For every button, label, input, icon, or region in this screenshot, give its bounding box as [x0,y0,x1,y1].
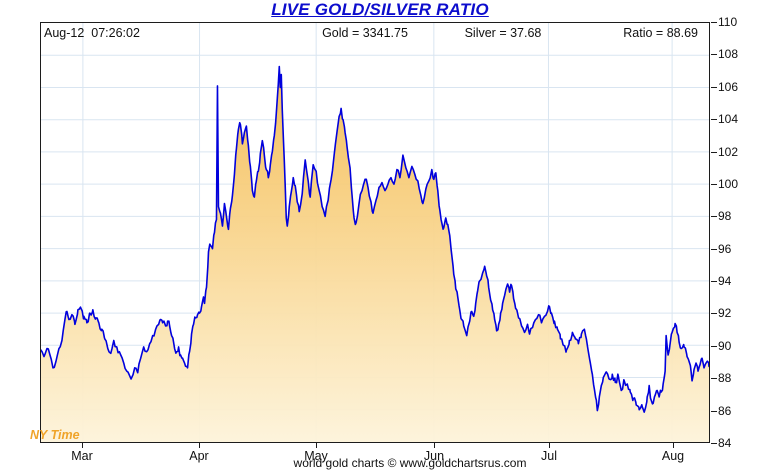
y-axis-tick [711,184,717,185]
x-axis-tick [316,443,317,448]
x-axis-tick [82,443,83,448]
y-axis-tick-label: 102 [718,145,739,159]
plot-area [40,22,710,443]
page-title: LIVE GOLD/SILVER RATIO [271,0,489,19]
y-axis-tick [711,378,717,379]
ratio-line-chart [41,23,709,442]
y-axis-tick [711,443,717,444]
x-axis-tick-label: Jun [423,449,445,463]
y-axis-tick-label: 94 [718,274,732,288]
y-axis-tick-label: 104 [718,112,739,126]
ny-time-watermark: NY Time [30,428,80,442]
y-axis-tick-label: 100 [718,177,739,191]
ratio-quote-label: Ratio = 88.69 [623,26,698,40]
y-axis-tick-label: 106 [718,80,739,94]
timestamp-label: Aug-12 07:26:02 [44,26,140,40]
y-axis-tick [711,313,717,314]
ratio-area-fill [41,66,709,442]
y-axis-tick [711,281,717,282]
y-axis-tick [711,216,717,217]
y-axis-tick [711,249,717,250]
y-axis-tick-label: 90 [718,339,732,353]
y-axis-tick [711,87,717,88]
silver-quote-label: Silver = 37.68 [464,26,542,40]
y-axis-tick [711,54,717,55]
y-axis-tick-label: 96 [718,242,732,256]
y-axis-tick-label: 110 [718,15,738,29]
y-axis-tick [711,411,717,412]
y-axis-tick-label: 98 [718,209,732,223]
x-axis-tick [199,443,200,448]
x-axis-tick-label: May [304,449,328,463]
y-axis-tick [711,346,717,347]
y-axis-tick-label: 92 [718,306,732,320]
footer-credit: world gold charts © www.goldchartsrus.co… [293,456,527,470]
y-axis-tick [711,22,717,23]
x-axis-tick-label: Mar [71,449,93,463]
y-axis-tick-label: 86 [718,404,732,418]
y-axis-tick-label: 88 [718,371,732,385]
x-axis-tick-label: Apr [189,449,209,463]
x-axis-tick-label: Jul [541,449,557,463]
y-axis-tick-label: 108 [718,47,739,61]
y-axis-tick [711,152,717,153]
ratio-line [41,65,709,413]
x-axis-tick [549,443,550,448]
y-axis-tick [711,119,717,120]
y-axis-tick-label: 84 [718,436,732,450]
x-axis-tick-label: Aug [661,449,685,463]
x-axis-tick [673,443,674,448]
gold-quote-label: Gold = 3341.75 [322,26,408,40]
x-axis-tick [434,443,435,448]
